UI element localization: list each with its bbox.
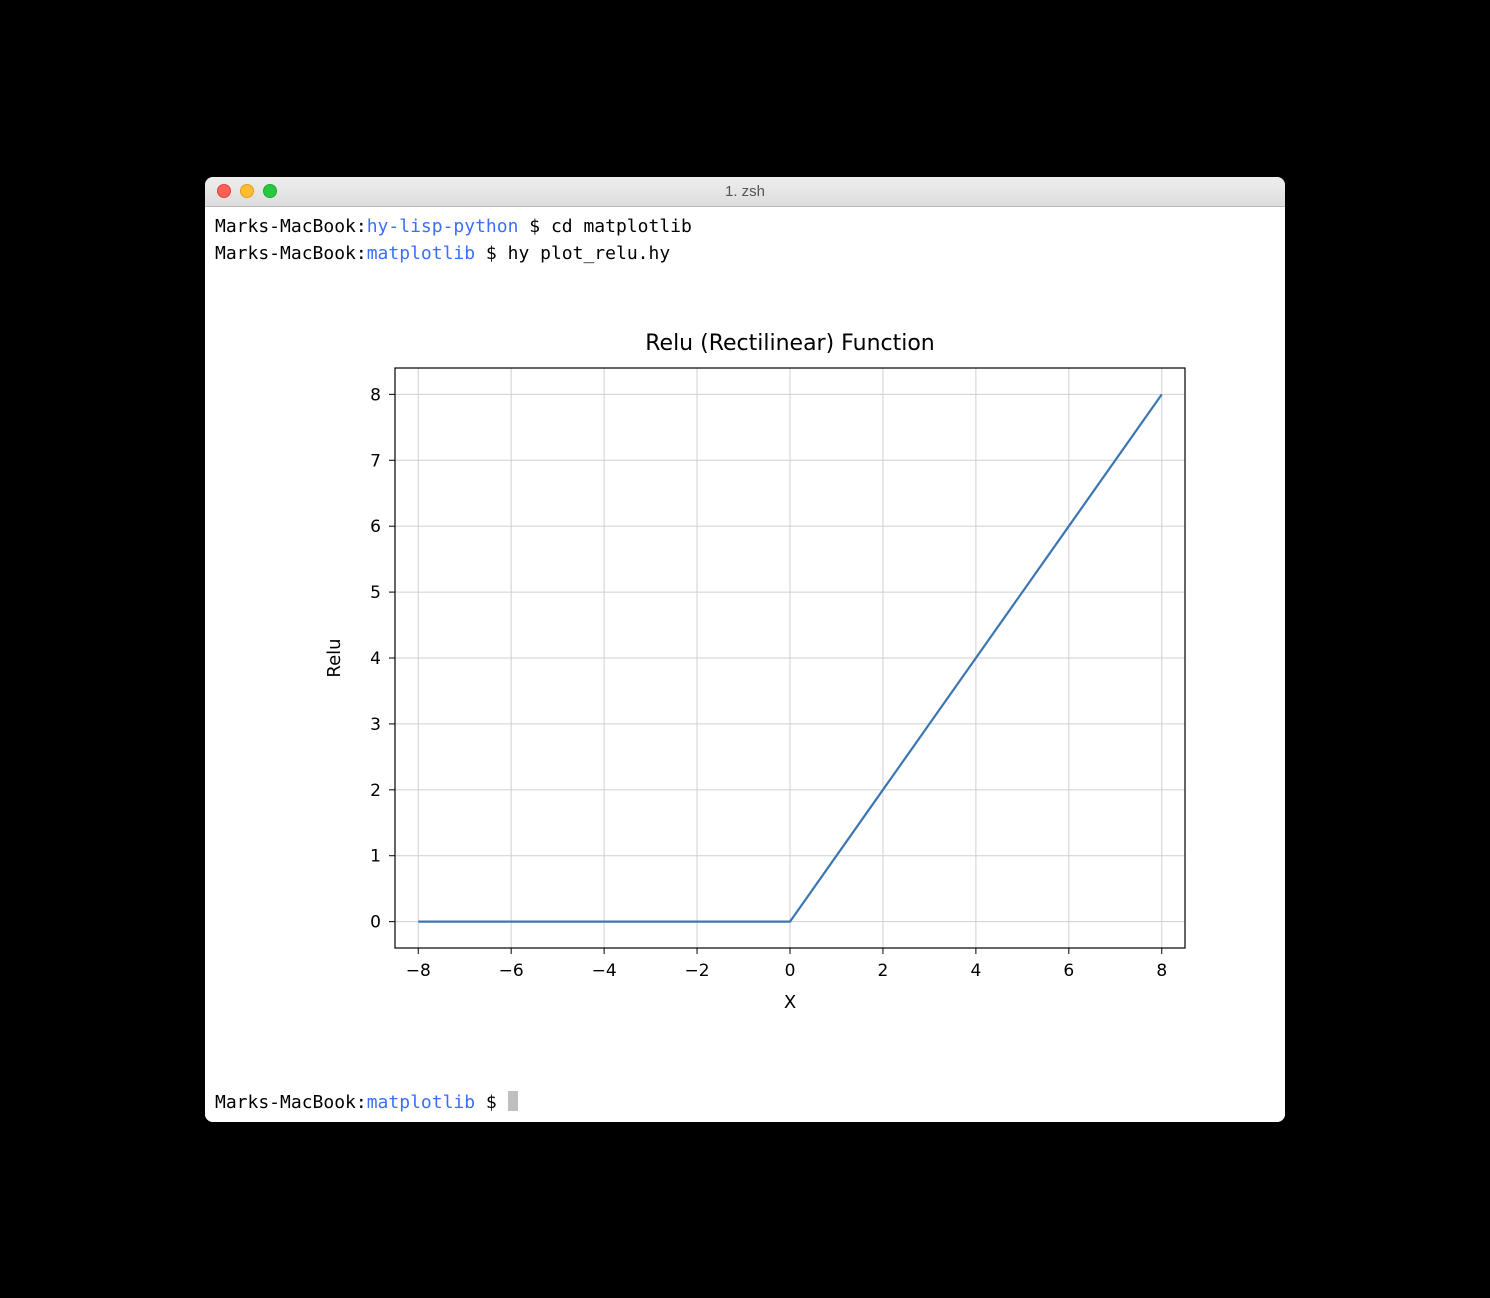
command-text: cd matplotlib	[551, 216, 692, 237]
svg-text:7: 7	[370, 451, 381, 471]
relu-chart: −8 −6 −4 −2 0 2 4 6 8 0 1 2 3 4 5 6 7 8 Relu (Rectilinear)…	[275, 318, 1215, 1038]
svg-text:6: 6	[370, 517, 381, 537]
svg-text:6: 6	[1063, 961, 1074, 981]
svg-text:Relu (Rectilinear) Function: Relu (Rectilinear) Function	[645, 331, 935, 356]
prompt-sep: $	[475, 243, 508, 264]
svg-text:X: X	[784, 992, 796, 1013]
svg-text:3: 3	[370, 714, 381, 734]
svg-text:Relu: Relu	[324, 638, 345, 677]
command-text: hy plot_relu.hy	[508, 243, 671, 264]
svg-text:1: 1	[370, 846, 381, 866]
svg-text:2: 2	[370, 780, 381, 800]
terminal-prompt: Marks-MacBook:matplotlib $	[215, 1089, 1275, 1116]
svg-text:−4: −4	[592, 961, 617, 981]
svg-text:−8: −8	[406, 961, 431, 981]
cursor-icon	[508, 1091, 518, 1111]
prompt-host: Marks-MacBook:	[215, 243, 367, 264]
svg-text:8: 8	[370, 385, 381, 405]
svg-text:0: 0	[370, 912, 381, 932]
prompt-dir: matplotlib	[367, 243, 475, 264]
window-title: 1. zsh	[205, 183, 1285, 200]
svg-text:2: 2	[878, 961, 889, 981]
svg-text:8: 8	[1156, 961, 1167, 981]
minimize-icon[interactable]	[240, 184, 254, 198]
svg-text:0: 0	[785, 961, 796, 981]
plot-area: −8 −6 −4 −2 0 2 4 6 8 0 1 2 3 4 5 6 7 8 Relu (Rectilinear)…	[215, 267, 1275, 1089]
prompt-dir: matplotlib	[367, 1092, 475, 1113]
terminal-body[interactable]: Marks-MacBook:hy-lisp-python $ cd matplo…	[205, 207, 1285, 1122]
window-titlebar: 1. zsh	[205, 177, 1285, 207]
prompt-dir: hy-lisp-python	[367, 216, 519, 237]
prompt-host: Marks-MacBook:	[215, 1092, 367, 1113]
svg-text:4: 4	[370, 649, 381, 669]
traffic-lights	[205, 184, 277, 198]
prompt-sep: $	[475, 1092, 508, 1113]
svg-text:5: 5	[370, 583, 381, 603]
terminal-window: 1. zsh Marks-MacBook:hy-lisp-python $ cd…	[205, 177, 1285, 1122]
terminal-line: Marks-MacBook:matplotlib $ hy plot_relu.…	[215, 240, 1275, 267]
svg-text:4: 4	[970, 961, 981, 981]
svg-text:−2: −2	[685, 961, 710, 981]
svg-text:−6: −6	[499, 961, 524, 981]
prompt-host: Marks-MacBook:	[215, 216, 367, 237]
maximize-icon[interactable]	[263, 184, 277, 198]
prompt-sep: $	[518, 216, 551, 237]
terminal-line: Marks-MacBook:hy-lisp-python $ cd matplo…	[215, 213, 1275, 240]
close-icon[interactable]	[217, 184, 231, 198]
